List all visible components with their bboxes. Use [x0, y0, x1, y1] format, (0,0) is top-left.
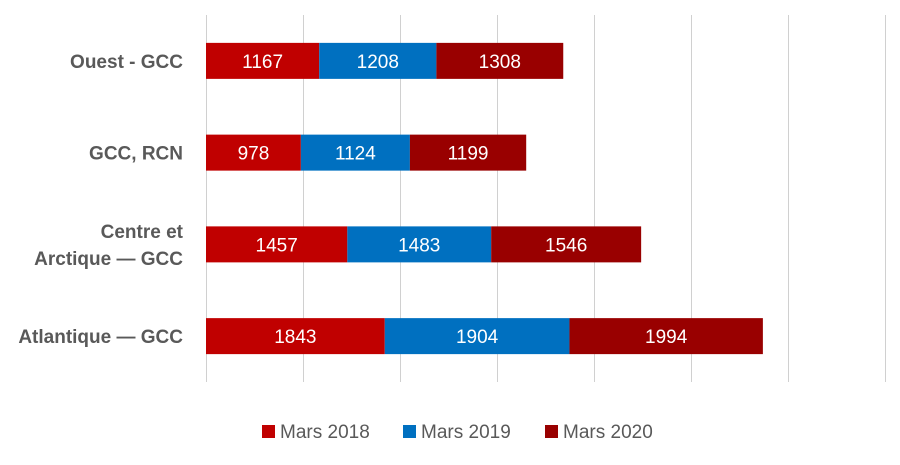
bar-value-label-3-2: 1994 [645, 327, 688, 348]
bar-value-label-2-1: 1483 [398, 235, 440, 256]
bar-1-2 [409, 134, 527, 171]
bar-0-1 [319, 42, 437, 79]
category-label-2-line-1: Arctique — GCC [34, 249, 183, 270]
legend: Mars 2018 Mars 2019 Mars 2020 [262, 422, 653, 443]
bar-value-label-0-1: 1208 [357, 52, 399, 73]
bar-value-label-3-0: 1843 [274, 327, 316, 348]
category-labels: Ouest - GCC GCC, RCN Centre et Arctique — G… [18, 52, 183, 348]
legend-swatch-1 [403, 425, 416, 438]
bar-value-label-0-0: 1167 [242, 52, 283, 73]
bar-value-label-1-1: 1124 [335, 144, 376, 165]
legend-label-2: Mars 2020 [563, 422, 653, 443]
bar-value-label-1-2: 1199 [448, 144, 489, 165]
bar-value-label-2-0: 1457 [256, 235, 298, 256]
bar-2-1 [347, 226, 492, 263]
bar-1-1 [300, 134, 410, 171]
category-label-2-line-0: Centre et [101, 222, 184, 243]
bar-1-0 [206, 134, 301, 171]
bar-value-label-1-0: 978 [238, 144, 270, 165]
bars: 1167 1208 1308 978 1124 1199 1457 1483 1546 1843 1… [206, 42, 763, 355]
legend-swatch-2 [545, 425, 558, 438]
legend-swatch-0 [262, 425, 275, 438]
bar-2-0 [206, 226, 348, 263]
bar-0-0 [206, 42, 320, 79]
legend-label-0: Mars 2018 [280, 422, 370, 443]
bar-2-2 [491, 226, 642, 263]
bar-value-label-3-1: 1904 [456, 327, 499, 348]
bar-value-label-0-2: 1308 [479, 52, 521, 73]
category-label-0: Ouest - GCC [70, 52, 183, 73]
bar-3-1 [384, 318, 570, 355]
bar-0-2 [436, 42, 564, 79]
bar-3-2 [569, 318, 763, 355]
bar-value-label-2-2: 1546 [545, 235, 587, 256]
legend-label-1: Mars 2019 [421, 422, 511, 443]
bar-3-0 [206, 318, 385, 355]
category-label-3: Atlantique — GCC [18, 327, 183, 348]
category-label-1: GCC, RCN [89, 144, 183, 165]
